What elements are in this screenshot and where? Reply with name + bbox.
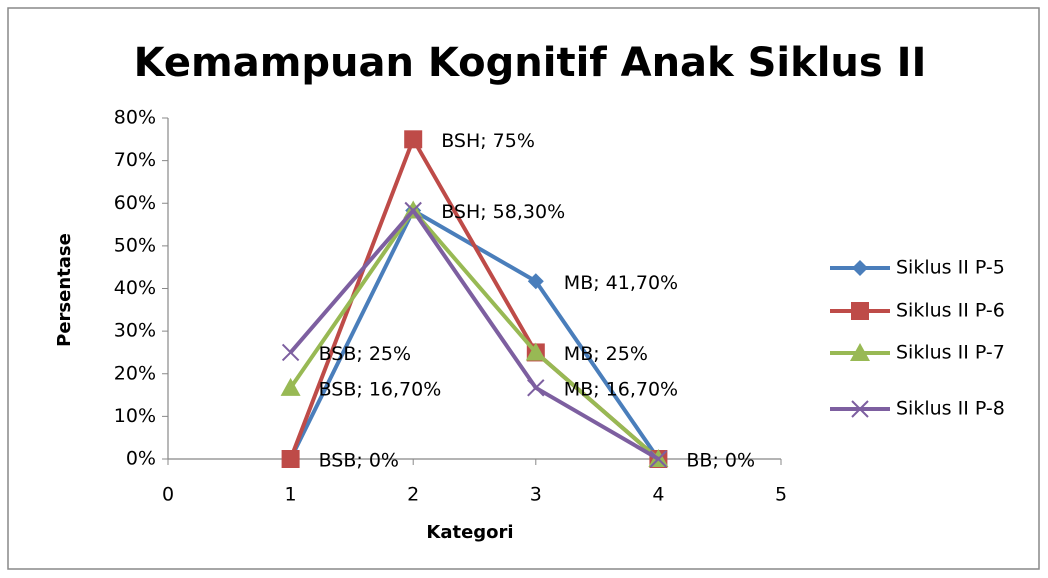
legend-marker xyxy=(852,260,868,276)
y-tick-label: 0% xyxy=(126,448,156,470)
chart-frame xyxy=(7,7,1040,570)
data-point xyxy=(649,450,668,468)
data-point xyxy=(525,342,546,361)
series-line xyxy=(289,208,660,461)
data-label: BSH; 75% xyxy=(441,130,535,152)
data-label: BSB; 25% xyxy=(319,343,411,365)
x-tick-label: 0 xyxy=(162,484,174,506)
legend-marker xyxy=(851,400,869,418)
y-tick-label: 20% xyxy=(114,362,156,384)
x-tick-label: 2 xyxy=(407,484,419,506)
y-tick-label: 30% xyxy=(114,320,156,342)
x-tick-label: 5 xyxy=(775,484,787,506)
legend-label: Siklus II P-8 xyxy=(896,398,1005,420)
data-label: BSB; 16,70% xyxy=(319,378,442,400)
data-label: BSH; 58,30% xyxy=(441,201,565,223)
data-label: BSB; 0% xyxy=(319,450,399,472)
data-point xyxy=(280,377,301,396)
x-axis-label: Kategori xyxy=(426,522,513,543)
data-label: MB; 41,70% xyxy=(564,272,678,294)
y-axis-label: Persentase xyxy=(54,233,75,347)
chart-title: Kemampuan Kognitif Anak Siklus II xyxy=(134,40,927,86)
y-tick-label: 60% xyxy=(114,192,156,214)
series-line xyxy=(288,208,660,461)
data-point xyxy=(404,201,422,220)
y-tick-label: 10% xyxy=(114,405,156,427)
data-point xyxy=(281,343,300,362)
data-point xyxy=(281,450,300,468)
legend-label: Siklus II P-5 xyxy=(896,257,1005,279)
data-point xyxy=(527,379,545,397)
x-tick-label: 4 xyxy=(652,484,664,506)
y-tick-label: 80% xyxy=(114,107,156,129)
data-label: MB; 16,70% xyxy=(564,378,678,400)
x-tick-label: 3 xyxy=(530,484,542,506)
x-tick-label: 1 xyxy=(285,484,297,506)
y-tick-label: 50% xyxy=(114,234,156,256)
data-point xyxy=(527,273,544,290)
legend-label: Siklus II P-7 xyxy=(896,342,1005,364)
data-point xyxy=(404,130,423,149)
legend-label: Siklus II P-6 xyxy=(896,300,1005,322)
legend-marker xyxy=(851,302,869,320)
data-label: BB; 0% xyxy=(686,450,755,472)
legend-marker xyxy=(850,343,870,361)
y-tick-label: 40% xyxy=(114,277,156,299)
y-tick-label: 70% xyxy=(114,149,156,171)
data-label: MB; 25% xyxy=(564,343,648,365)
